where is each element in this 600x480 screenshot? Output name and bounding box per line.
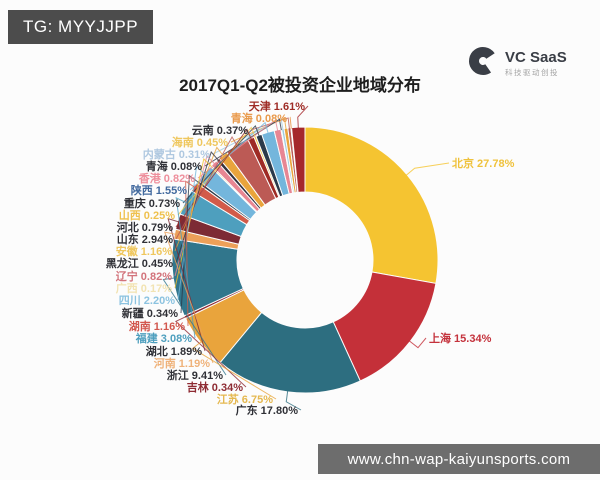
slice-label-黑龙江: 黑龙江 0.45% [105, 258, 173, 270]
watermark-bar: www.chn-wap-kaiyunsports.com [318, 444, 600, 474]
slice-label-青海: 青海 0.08% [230, 113, 287, 125]
leader-line-安徽 [174, 146, 225, 252]
logo-name: VC SaaS [505, 49, 567, 67]
leader-line-青海 [289, 116, 292, 129]
slice-label-广东: 广东 17.80% [235, 405, 298, 417]
slice-label-山东: 山东 2.94% [116, 234, 173, 246]
leader-line-河南 [163, 231, 214, 364]
slice-label-青海: 青海 0.08% [145, 161, 202, 173]
leader-line-江苏 [191, 341, 277, 400]
vc-saas-logo: VC SaaS 科技驱动创投 [468, 44, 567, 83]
leader-line-广东 [285, 390, 302, 411]
slice-label-重庆: 重庆 0.73% [123, 198, 180, 210]
slice-label-陕西: 陕西 1.55% [130, 185, 187, 197]
slice-label-吉林: 吉林 0.34% [186, 382, 243, 394]
logo-tagline: 科技驱动创投 [505, 67, 559, 77]
leader-line-北京 [405, 162, 450, 176]
leader-line-吉林 [174, 316, 247, 388]
leader-line-重庆 [182, 124, 260, 204]
tg-overlay-badge: TG: MYYJJPP [8, 10, 154, 44]
chart-title: 2017Q1-Q2被投资企业地域分布 [179, 76, 421, 95]
slice-label-广西: 广西 0.17% [115, 283, 172, 295]
pie-slice-天津 [291, 126, 306, 193]
slice-label-江苏: 江苏 6.75% [216, 394, 273, 406]
slice-label-海南: 海南 0.45% [171, 137, 228, 149]
vc-saas-logo-icon [468, 44, 498, 83]
leader-line-天津 [297, 105, 309, 129]
slice-label-山西: 山西 0.25% [118, 210, 175, 222]
leader-line-上海 [408, 337, 427, 349]
slice-label-安徽: 安徽 1.16% [115, 246, 172, 258]
slice-label-辽宁: 辽宁 0.82% [115, 271, 172, 283]
leader-line-黑龙江 [175, 151, 219, 264]
slice-label-香港: 香港 0.82% [138, 173, 195, 185]
slice-label-河北: 河北 0.79% [116, 222, 173, 234]
slice-label-四川: 四川 2.20% [118, 295, 175, 307]
slice-label-内蒙古: 内蒙古 0.31% [142, 149, 210, 161]
slice-label-浙江: 浙江 9.41% [166, 370, 223, 382]
slice-label-福建: 福建 3.08% [135, 333, 192, 345]
leader-line-香港 [197, 119, 279, 179]
leader-line-广西 [174, 157, 212, 289]
slice-label-天津: 天津 1.61% [248, 101, 305, 113]
leader-line-青海 [204, 118, 282, 167]
leader-line-云南 [250, 117, 290, 131]
slice-label-上海: 上海 15.34% [429, 333, 492, 345]
slice-label-新疆: 新疆 0.34% [121, 308, 178, 320]
leader-line-新疆 [180, 174, 199, 314]
slice-label-云南: 云南 0.37% [191, 125, 248, 137]
slice-label-北京: 北京 27.78% [452, 158, 515, 170]
slice-label-河南: 河南 1.19% [153, 358, 210, 370]
pie-slice-北京 [304, 126, 439, 285]
slice-label-湖北: 湖北 1.89% [145, 346, 202, 358]
slice-label-湖南: 湖南 1.16% [128, 321, 185, 333]
leader-line-河北 [175, 128, 252, 228]
leader-line-山西 [177, 126, 256, 216]
leader-line-浙江 [162, 277, 227, 376]
